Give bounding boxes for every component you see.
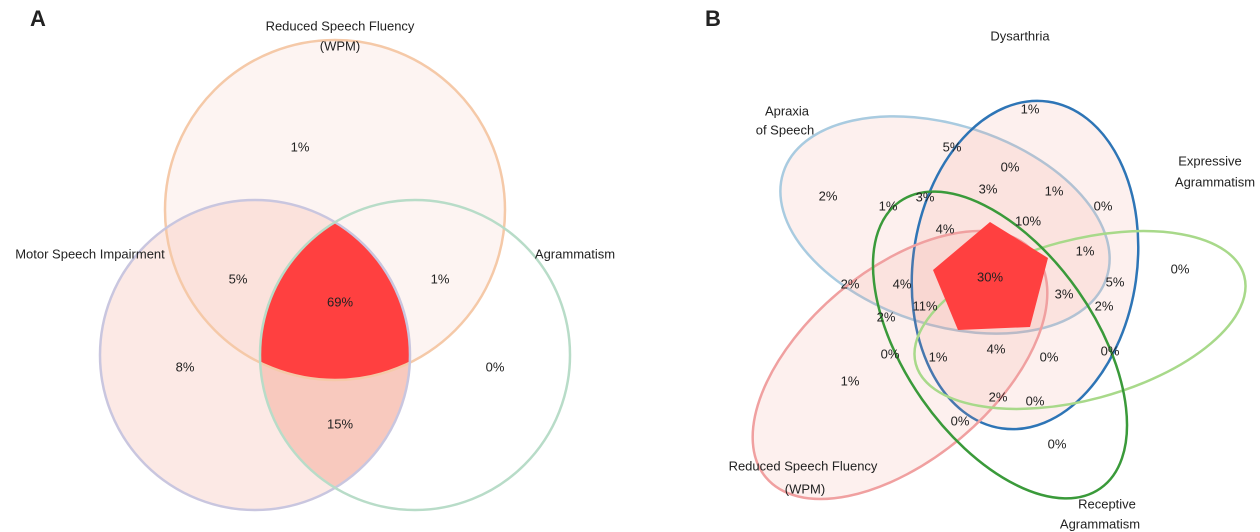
region-label: 5%: [943, 139, 962, 154]
region-label: 0%: [1171, 261, 1190, 276]
set-label: Reduced Speech Fluency: [729, 458, 878, 473]
set-label: Reduced Speech Fluency: [266, 18, 415, 33]
set-label: of Speech: [756, 122, 815, 137]
set-label: Dysarthria: [990, 28, 1050, 43]
region-label: 0%: [1101, 343, 1120, 358]
region-label: 69%: [327, 294, 353, 309]
region-label: 15%: [327, 416, 353, 431]
region-label: 0%: [951, 413, 970, 428]
venn-b: [751, 99, 1247, 501]
region-label: 5%: [1106, 274, 1125, 289]
set-label: Receptive: [1078, 496, 1136, 511]
set-label: (WPM): [320, 38, 360, 53]
region-label: 4%: [893, 276, 912, 291]
region-label: 3%: [1055, 286, 1074, 301]
region-label: 1%: [841, 373, 860, 388]
region-label: 4%: [987, 341, 1006, 356]
region-label: 0%: [1048, 436, 1067, 451]
region-label: 1%: [291, 139, 310, 154]
set-label: Agrammatism: [535, 246, 615, 261]
region-label: 0%: [486, 359, 505, 374]
region-label: 0%: [1040, 349, 1059, 364]
set-label: Motor Speech Impairment: [15, 246, 165, 261]
region-label: 0%: [1026, 393, 1045, 408]
region-label: 2%: [841, 276, 860, 291]
set-label: Agrammatism: [1060, 516, 1140, 531]
region-label: 0%: [881, 346, 900, 361]
region-label: 2%: [877, 309, 896, 324]
region-label: 3%: [916, 189, 935, 204]
region-label: 1%: [1021, 101, 1040, 116]
region-label: 0%: [1094, 198, 1113, 213]
region-label: 11%: [912, 298, 937, 313]
region-label: 4%: [936, 221, 955, 236]
region-label: 1%: [1076, 243, 1095, 258]
region-label: 2%: [1095, 298, 1114, 313]
set-label: (WPM): [785, 481, 825, 496]
region-label: 3%: [979, 181, 998, 196]
panel-label: B: [705, 6, 721, 31]
region-label: 8%: [176, 359, 195, 374]
region-label: 1%: [929, 349, 948, 364]
region-label: 1%: [431, 271, 450, 286]
set-label: Expressive: [1178, 153, 1242, 168]
region-label: 1%: [879, 198, 898, 213]
region-label: 10%: [1015, 213, 1041, 228]
venn-a: [98, 38, 572, 512]
set-label: Agrammatism: [1175, 174, 1255, 189]
region-label: 30%: [977, 269, 1003, 284]
region-label: 5%: [229, 271, 248, 286]
set-label: Apraxia: [765, 103, 810, 118]
region-label: 2%: [819, 188, 838, 203]
region-label: 0%: [1001, 159, 1020, 174]
region-label: 1%: [1045, 183, 1064, 198]
region-label: 2%: [989, 389, 1008, 404]
panel-label: A: [30, 6, 46, 31]
